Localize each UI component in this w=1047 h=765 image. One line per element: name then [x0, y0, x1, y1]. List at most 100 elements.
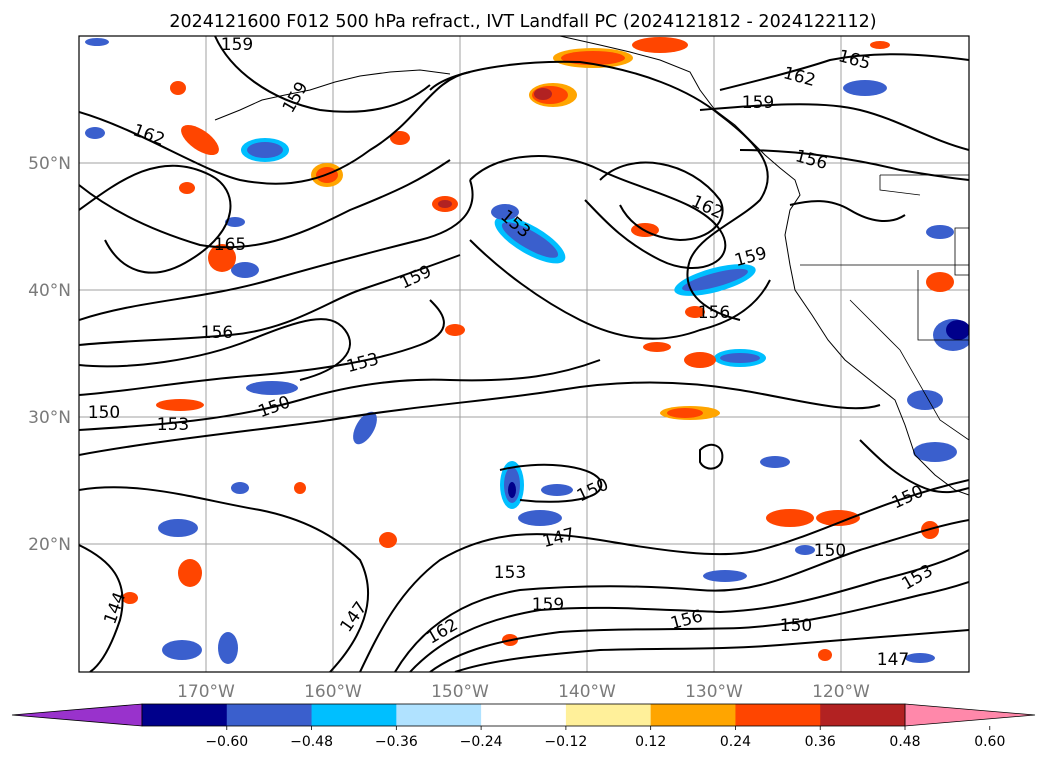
contour-line: [79, 254, 461, 346]
ivt-patch-neg: [500, 461, 524, 509]
contour-label: 159: [532, 595, 564, 615]
ivt-patch-neg: [491, 204, 519, 220]
contour-line: [429, 581, 969, 672]
state-borders: [800, 174, 969, 341]
ivt-patch-neg: [241, 138, 289, 162]
lat-tick-label: 50°N: [28, 154, 71, 174]
aleutian-coast: [214, 69, 451, 121]
contour-line: [79, 486, 369, 672]
ivt-patch-neg: [795, 545, 815, 555]
ivt-patch-pos: [181, 124, 219, 156]
ivt-patch-pos: [179, 182, 195, 194]
ivt-patch-neg: [541, 484, 573, 496]
contour-line: [79, 159, 451, 249]
ivt-patch-pos: [156, 399, 204, 411]
map-frame: [78, 35, 970, 673]
lon-tick-label: 170°W: [177, 682, 235, 702]
ivt-patch-pos: [816, 510, 860, 526]
ivt-patch-neg: [85, 38, 109, 46]
lat-tick-label: 30°N: [28, 408, 71, 428]
figure-title: 2024121600 F012 500 hPa refract., IVT La…: [169, 12, 876, 32]
positive-anomaly-patches: [122, 37, 954, 661]
lon-tick-label: 130°W: [685, 682, 743, 702]
lat-tick-label: 40°N: [28, 281, 71, 301]
refractivity-contours: [79, 36, 969, 672]
ivt-patch-neg: [714, 349, 766, 367]
contour-line: [79, 359, 601, 431]
ivt-patch-pos: [766, 509, 814, 527]
contour-line: [409, 549, 969, 672]
map-background: [79, 36, 969, 672]
colorbar-tick-label: −0.24: [460, 734, 503, 750]
ivt-patch-neg: [674, 264, 756, 296]
lon-tick-labels: 170°W 160°W 150°W 140°W 130°W 120°W: [177, 682, 870, 702]
ivt-patch-pos: [870, 41, 890, 49]
contour-line: [454, 629, 969, 672]
colorbar-segment: [311, 704, 397, 726]
ivt-patch-neg: [843, 80, 887, 96]
ivt-patch-neg: [231, 482, 249, 494]
ivt-patch-pos: [553, 48, 633, 68]
na-west-coast: [559, 36, 969, 496]
colorbar-segment: [650, 704, 736, 726]
colorbar-tick-label: −0.48: [290, 734, 333, 750]
ivt-patch-pos: [632, 37, 688, 53]
ivt-patch-neg: [907, 390, 943, 410]
ivt-patch-pos: [208, 244, 236, 272]
lon-tick-label: 140°W: [558, 682, 616, 702]
ivt-patch-neg: [158, 519, 198, 537]
ivt-patch-pos: [818, 649, 832, 661]
colorbar-tick-label: 0.48: [889, 734, 920, 750]
contour-line: [789, 200, 906, 222]
contour-line: [499, 463, 603, 503]
contour-label: 159: [742, 93, 774, 113]
contour-line: [79, 299, 445, 396]
contour-line: [859, 439, 969, 494]
ivt-patch-neg: [926, 225, 954, 239]
map-panel: 159 162 165 162 159 156 162 153 159 165 …: [78, 35, 970, 673]
ivt-patch-pos: [926, 272, 954, 292]
ivt-patch-pos: [445, 324, 465, 336]
lon-tick-label: 150°W: [431, 682, 489, 702]
ivt-patch-pos: [684, 352, 716, 368]
contour-line: [214, 36, 431, 113]
colorbar: −0.60 −0.48 −0.36 −0.24 −0.12 0.12 0.24 0.36 0.4…: [11, 703, 1036, 750]
colorbar-segment: [396, 704, 482, 726]
ivt-patch-pos: [529, 83, 577, 107]
contour-label: 159: [221, 35, 253, 55]
ivt-patch-pos: [432, 196, 458, 212]
ivt-patch-neg: [85, 127, 105, 139]
contour-label: 150: [780, 616, 812, 636]
ivt-patch-neg: [494, 216, 566, 264]
contour-line: [719, 53, 969, 91]
contour-line: [469, 239, 771, 340]
colorbar-segment: [142, 704, 228, 726]
ivt-patch-neg: [703, 570, 747, 582]
contour-line: [359, 479, 969, 672]
contour-label: 150: [814, 541, 846, 561]
colorbar-segment: [565, 704, 652, 726]
ivt-patch-neg: [760, 456, 790, 468]
colorbar-extend-max: [904, 703, 1036, 727]
coastlines: [214, 36, 969, 496]
contour-line: [79, 71, 471, 185]
contour-line: [79, 164, 232, 274]
contour-line: [599, 161, 724, 242]
contour-line: [79, 381, 881, 456]
colorbar-extend-min: [11, 703, 143, 727]
ivt-patch-pos: [178, 559, 202, 587]
ivt-patch-pos: [660, 406, 720, 420]
ivt-patch-neg: [905, 653, 935, 663]
ivt-patch-neg: [231, 262, 259, 278]
contour-label: 153: [494, 563, 526, 583]
ivt-patch-neg: [218, 632, 238, 664]
contour-label: 153: [157, 415, 189, 435]
contour-line: [79, 318, 351, 381]
contour-line: [79, 544, 124, 672]
contour-label: 147: [877, 650, 909, 670]
colorbar-tick-label: −0.12: [544, 734, 587, 750]
ivt-patch-neg: [353, 411, 377, 445]
colorbar-tick-label: −0.60: [205, 734, 248, 750]
ivt-patch-pos: [122, 592, 138, 604]
